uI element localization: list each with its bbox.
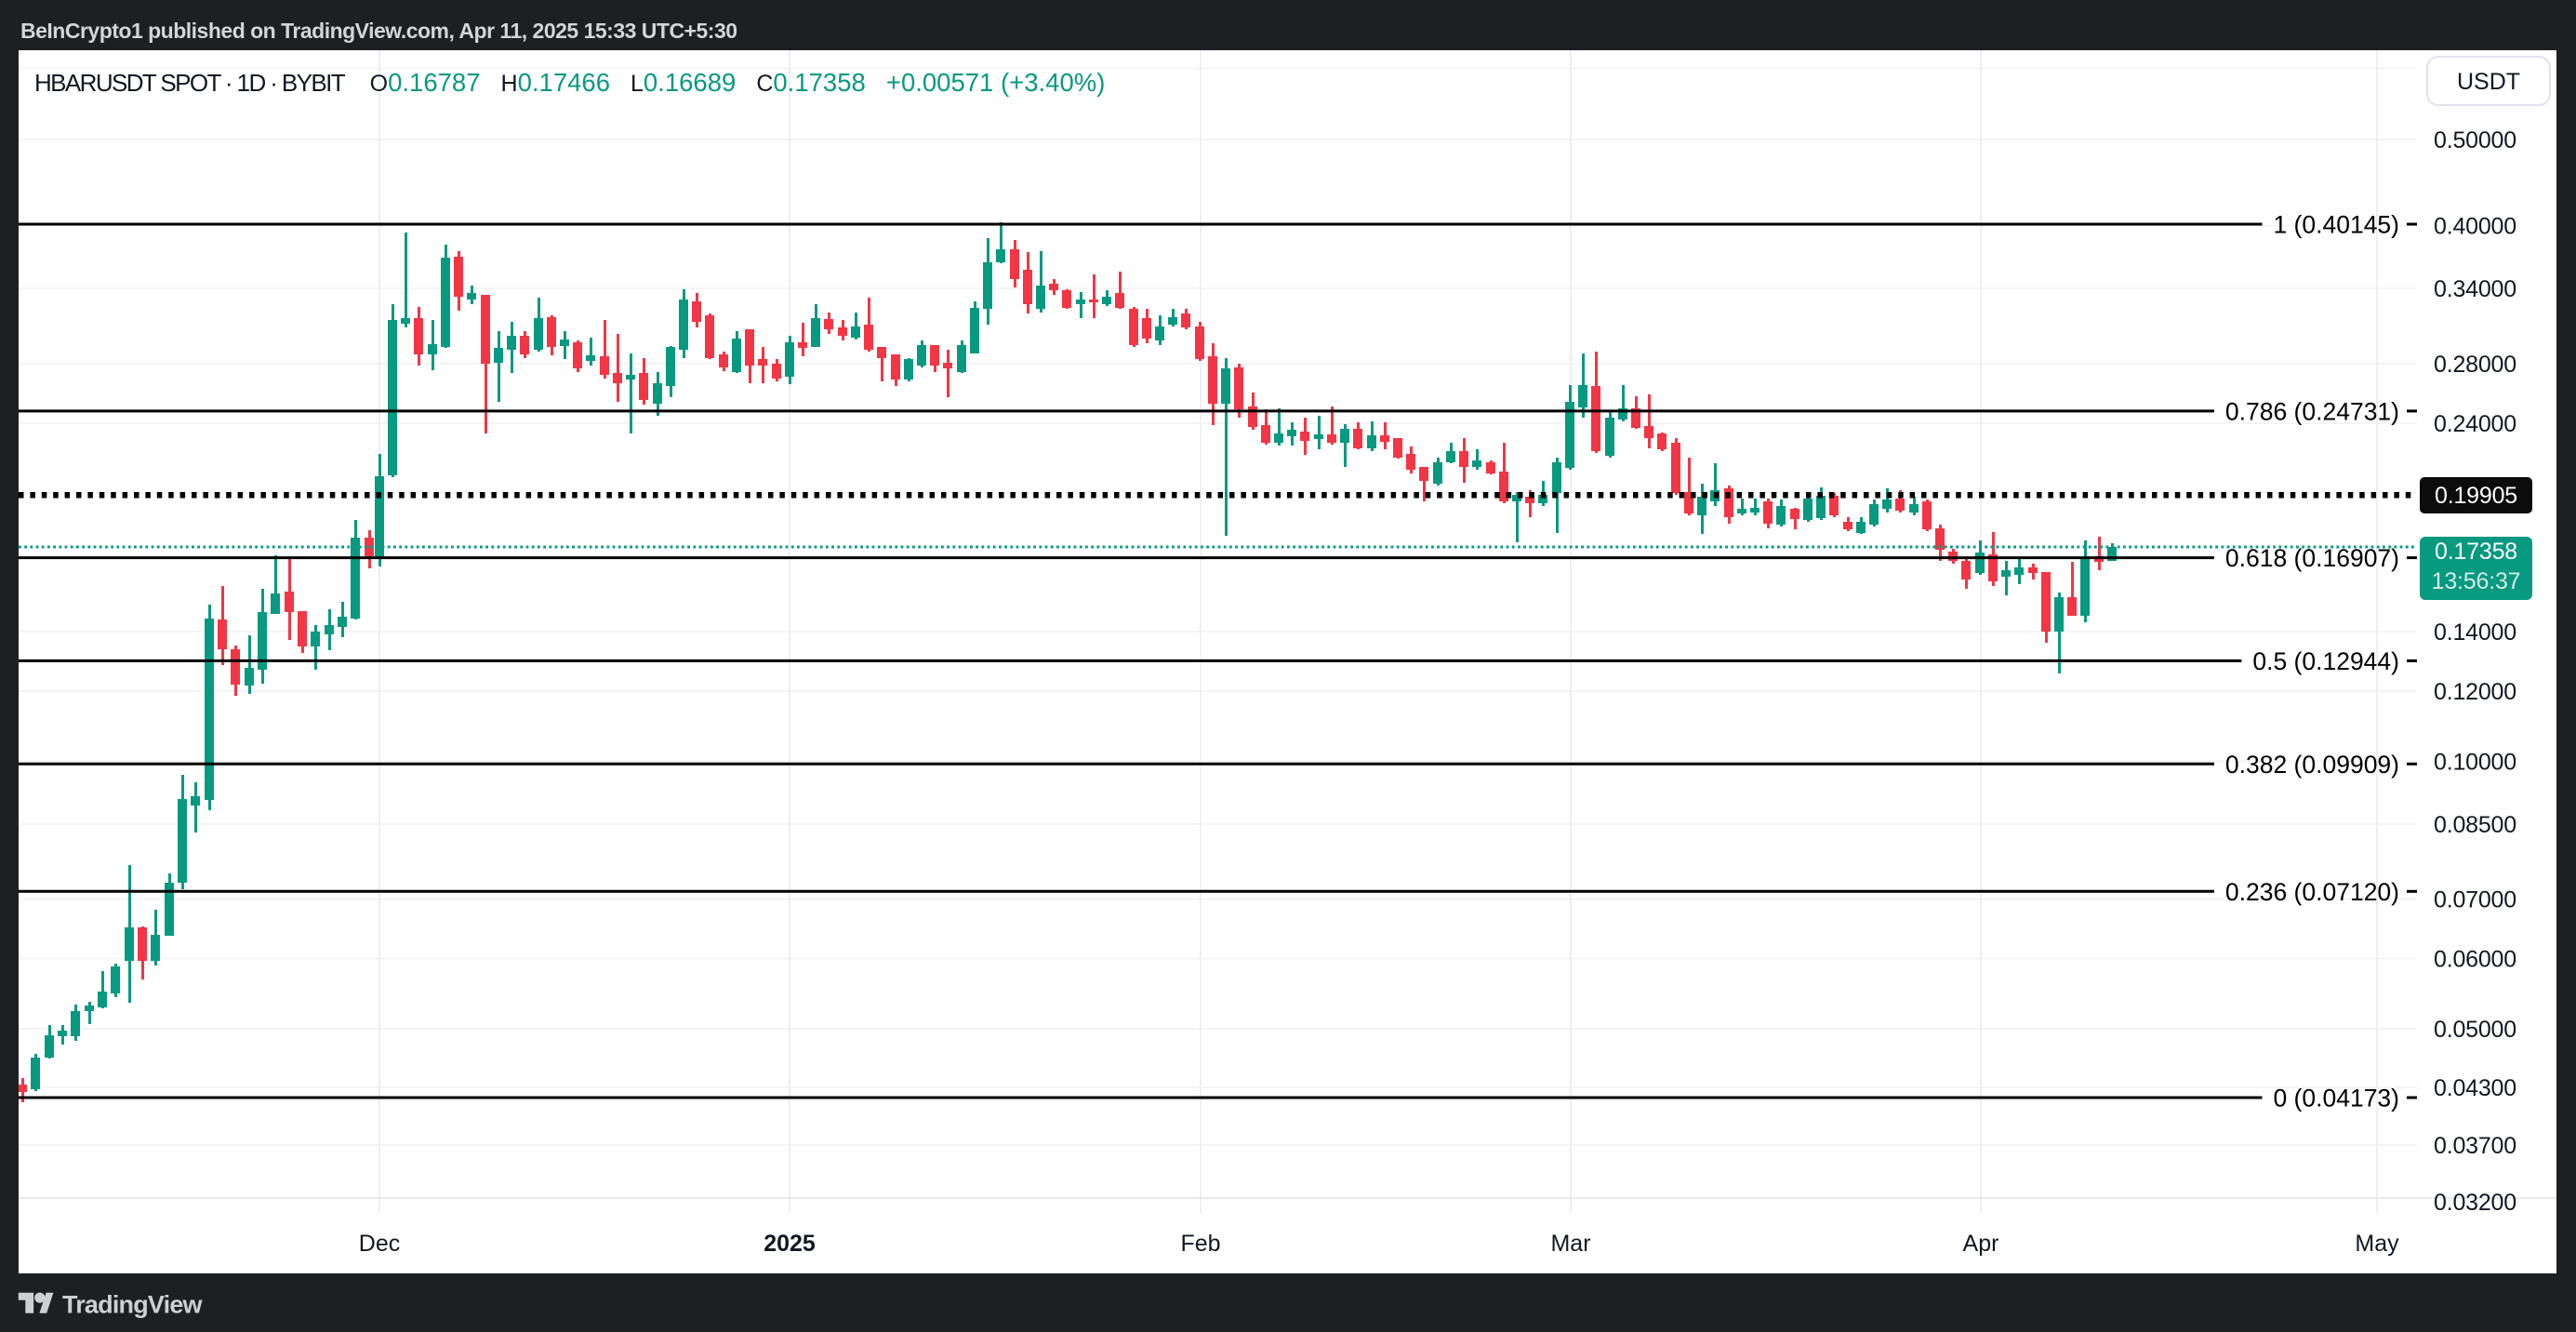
svg-text:0.618 (0.16907): 0.618 (0.16907): [2225, 544, 2399, 572]
svg-text:0.03200: 0.03200: [2434, 1190, 2516, 1216]
svg-text:L: L: [631, 71, 644, 97]
svg-text:0.12000: 0.12000: [2434, 679, 2516, 705]
svg-text:TradingView: TradingView: [62, 1291, 204, 1319]
svg-text:0.08500: 0.08500: [2434, 812, 2516, 838]
svg-text:1 (0.40145): 1 (0.40145): [2273, 211, 2399, 239]
svg-text:0.34000: 0.34000: [2434, 276, 2516, 302]
svg-text:0.16689: 0.16689: [644, 68, 736, 97]
svg-text:0 (0.04173): 0 (0.04173): [2273, 1085, 2399, 1112]
svg-text:H: H: [501, 71, 518, 97]
svg-text:Feb: Feb: [1180, 1231, 1220, 1257]
svg-text:May: May: [2355, 1231, 2399, 1257]
svg-text:0.03700: 0.03700: [2434, 1133, 2516, 1159]
svg-text:0.07000: 0.07000: [2434, 887, 2516, 913]
svg-text:0.50000: 0.50000: [2434, 127, 2516, 153]
svg-text:0.16787: 0.16787: [388, 68, 480, 97]
svg-text:USDT: USDT: [2457, 69, 2520, 95]
svg-text:HBARUSDT SPOT · 1D · BYBIT: HBARUSDT SPOT · 1D · BYBIT: [34, 69, 346, 97]
svg-text:+0.00571 (+3.40%): +0.00571 (+3.40%): [886, 68, 1105, 97]
svg-text:0.236 (0.07120): 0.236 (0.07120): [2225, 878, 2399, 906]
svg-text:C: C: [756, 71, 773, 97]
svg-text:BeInCrypto1 published on Tradi: BeInCrypto1 published on TradingView.com…: [20, 19, 737, 43]
svg-text:0.5 (0.12944): 0.5 (0.12944): [2252, 647, 2399, 675]
svg-text:0.24000: 0.24000: [2434, 411, 2516, 437]
svg-text:0.17358: 0.17358: [773, 68, 865, 97]
svg-text:O: O: [370, 71, 388, 97]
svg-text:0.05000: 0.05000: [2434, 1017, 2516, 1043]
svg-text:Mar: Mar: [1550, 1231, 1590, 1257]
svg-text:Apr: Apr: [1963, 1231, 1999, 1257]
svg-text:0.04300: 0.04300: [2434, 1075, 2516, 1101]
svg-text:0.10000: 0.10000: [2434, 750, 2516, 776]
svg-text:Dec: Dec: [359, 1231, 400, 1257]
svg-text:0.40000: 0.40000: [2434, 214, 2516, 240]
svg-text:0.17358: 0.17358: [2435, 539, 2517, 565]
svg-text:0.14000: 0.14000: [2434, 619, 2516, 646]
svg-text:0.17466: 0.17466: [518, 68, 610, 97]
svg-text:0.382 (0.09909): 0.382 (0.09909): [2225, 751, 2399, 779]
svg-text:0.28000: 0.28000: [2434, 352, 2516, 378]
svg-text:2025: 2025: [764, 1231, 816, 1257]
svg-text:0.19905: 0.19905: [2435, 483, 2517, 509]
svg-text:0.06000: 0.06000: [2434, 947, 2516, 973]
svg-text:13:56:37: 13:56:37: [2432, 568, 2521, 594]
svg-text:0.786 (0.24731): 0.786 (0.24731): [2225, 397, 2399, 425]
